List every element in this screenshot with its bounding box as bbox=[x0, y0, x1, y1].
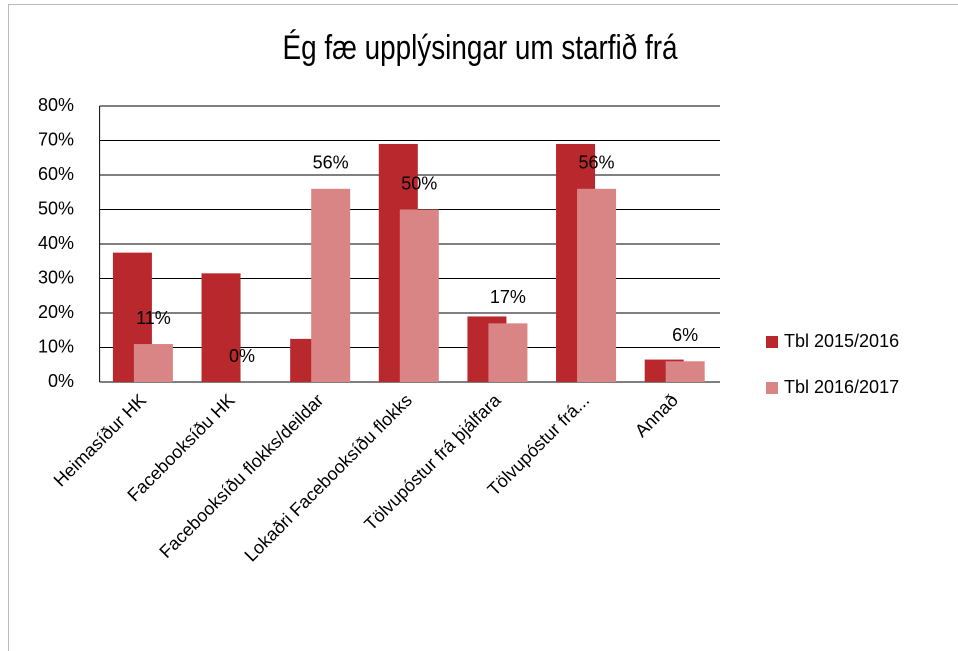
bar bbox=[133, 344, 173, 382]
y-tick-label: 80% bbox=[38, 95, 74, 115]
y-tick-label: 70% bbox=[38, 129, 74, 149]
y-tick-label: 10% bbox=[38, 336, 74, 356]
data-label: 56% bbox=[313, 153, 349, 173]
y-tick-label: 0% bbox=[48, 371, 74, 391]
y-tick-label: 30% bbox=[38, 267, 74, 287]
y-tick-label: 50% bbox=[38, 198, 74, 218]
bar bbox=[399, 209, 439, 382]
bar bbox=[201, 273, 241, 382]
data-label: 0% bbox=[229, 346, 255, 366]
legend-label: Tbl 2015/2016 bbox=[784, 331, 899, 351]
y-tick-label: 60% bbox=[38, 164, 74, 184]
data-label: 56% bbox=[579, 153, 615, 173]
data-label: 11% bbox=[136, 308, 171, 328]
data-label: 50% bbox=[401, 173, 437, 193]
y-tick-label: 20% bbox=[38, 302, 74, 322]
data-label: 6% bbox=[672, 325, 698, 345]
legend-label: Tbl 2016/2017 bbox=[784, 377, 899, 397]
data-label: 17% bbox=[490, 287, 526, 307]
bar bbox=[577, 188, 617, 382]
y-tick-label: 40% bbox=[38, 233, 74, 253]
legend-swatch bbox=[766, 336, 778, 348]
bar bbox=[311, 188, 351, 382]
bar bbox=[665, 361, 705, 382]
bar bbox=[488, 323, 528, 382]
legend-swatch bbox=[766, 382, 778, 394]
chart-title: Ég fæ upplýsingar um starfið frá bbox=[283, 28, 679, 66]
